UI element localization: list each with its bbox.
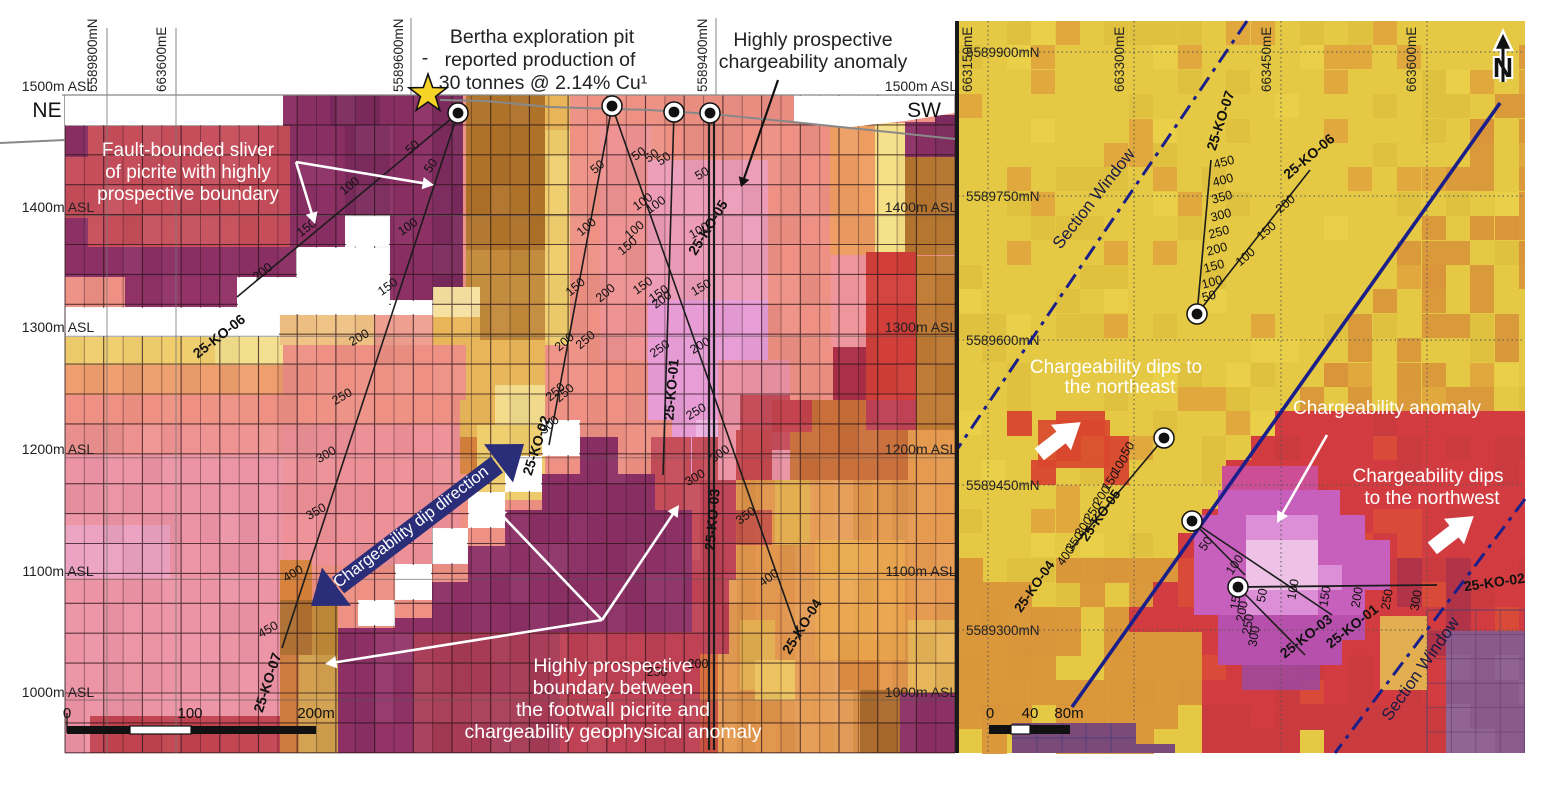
svg-text:Chargeability anomaly: Chargeability anomaly: [1293, 398, 1481, 419]
svg-text:200: 200: [1233, 600, 1250, 623]
svg-text:5589450mN: 5589450mN: [966, 478, 1040, 493]
svg-text:250: 250: [1207, 223, 1231, 242]
svg-text:450: 450: [1212, 153, 1236, 172]
svg-text:5589600mN: 5589600mN: [966, 333, 1040, 348]
svg-text:300: 300: [1245, 625, 1262, 648]
svg-text:663600mE: 663600mE: [154, 27, 169, 92]
svg-text:the northeast: the northeast: [1065, 377, 1177, 398]
svg-text:1100m ASL: 1100m ASL: [22, 563, 94, 579]
svg-text:Fault-bounded sliver: Fault-bounded sliver: [102, 140, 275, 161]
svg-text:NE: NE: [32, 99, 61, 122]
svg-text:5589800mN: 5589800mN: [85, 18, 100, 92]
svg-text:the footwall picrite and: the footwall picrite and: [516, 699, 710, 721]
svg-text:50: 50: [1196, 534, 1215, 553]
svg-text:150: 150: [1202, 257, 1226, 276]
svg-text:250: 250: [647, 665, 668, 679]
svg-text:5589900mN: 5589900mN: [966, 45, 1040, 60]
svg-text:663300mE: 663300mE: [1112, 27, 1127, 92]
svg-text:200: 200: [1348, 586, 1365, 609]
svg-text:250: 250: [1378, 588, 1395, 611]
svg-text:1100m ASL: 1100m ASL: [885, 563, 957, 579]
svg-text:Highly prospective: Highly prospective: [533, 655, 692, 677]
svg-text:50: 50: [421, 156, 440, 175]
svg-text:boundary between: boundary between: [533, 677, 693, 699]
svg-text:100: 100: [1284, 578, 1301, 601]
svg-text:50: 50: [654, 149, 673, 168]
svg-text:50: 50: [1118, 439, 1137, 458]
svg-text:reported production of: reported production of: [445, 49, 636, 71]
svg-text:Bertha exploration pit: Bertha exploration pit: [450, 26, 635, 48]
svg-text:300: 300: [1209, 206, 1233, 225]
svg-text:25-KO-01: 25-KO-01: [660, 358, 681, 421]
svg-text:1300m ASL: 1300m ASL: [885, 319, 958, 335]
svg-text:of picrite with highly: of picrite with highly: [105, 162, 271, 183]
svg-text:80m: 80m: [1054, 705, 1083, 722]
svg-text:50: 50: [642, 146, 661, 165]
svg-text:663450mE: 663450mE: [1259, 27, 1274, 92]
svg-text:Chargeability dips to: Chargeability dips to: [1030, 357, 1202, 378]
svg-text:to the northwest: to the northwest: [1364, 488, 1500, 509]
svg-text:Chargeability dips: Chargeability dips: [1352, 466, 1503, 487]
svg-text:chargeability geophysical anom: chargeability geophysical anomaly: [464, 721, 761, 743]
svg-text:5589600mN: 5589600mN: [391, 18, 406, 92]
svg-text:0: 0: [63, 705, 71, 722]
svg-text:1000m ASL: 1000m ASL: [22, 684, 95, 700]
svg-text:1200m ASL: 1200m ASL: [22, 441, 95, 457]
svg-text:0: 0: [986, 705, 994, 722]
svg-text:50: 50: [692, 164, 711, 183]
svg-text:chargeability anomaly: chargeability anomaly: [719, 51, 908, 73]
svg-text:5589400mN: 5589400mN: [695, 18, 710, 92]
svg-text:350: 350: [1210, 188, 1234, 207]
svg-text:1400m ASL: 1400m ASL: [885, 199, 958, 215]
svg-text:50: 50: [629, 144, 648, 163]
svg-text:1500m ASL: 1500m ASL: [885, 78, 958, 94]
svg-text:50: 50: [1200, 288, 1217, 305]
svg-text:Highly prospective: Highly prospective: [733, 29, 892, 51]
svg-text:-: -: [422, 47, 429, 69]
svg-text:25-KO-03: 25-KO-03: [701, 488, 722, 551]
svg-text:663600mE: 663600mE: [1404, 27, 1419, 92]
svg-text:1300m ASL: 1300m ASL: [22, 319, 95, 335]
svg-text:300: 300: [1407, 589, 1424, 612]
svg-text:1500m ASL: 1500m ASL: [22, 78, 95, 94]
svg-text:250: 250: [1239, 613, 1256, 636]
svg-text:200m: 200m: [297, 705, 335, 722]
svg-text:1000m ASL: 1000m ASL: [885, 684, 958, 700]
svg-text:1200m ASL: 1200m ASL: [885, 441, 958, 457]
svg-text:5589300mN: 5589300mN: [966, 623, 1040, 638]
svg-text:400: 400: [1211, 171, 1235, 190]
svg-text:5589750mN: 5589750mN: [966, 189, 1040, 204]
svg-text:prospective boundary: prospective boundary: [97, 184, 279, 205]
svg-text:50: 50: [1254, 587, 1270, 603]
svg-text:1400m ASL: 1400m ASL: [22, 199, 95, 215]
svg-text:663150mE: 663150mE: [960, 27, 975, 92]
svg-text:40: 40: [1022, 705, 1039, 722]
svg-text:150: 150: [1316, 585, 1333, 608]
svg-text:200: 200: [688, 657, 709, 671]
svg-text:SW: SW: [907, 99, 941, 122]
svg-text:100: 100: [177, 705, 202, 722]
svg-text:200: 200: [1205, 240, 1229, 259]
svg-text:100: 100: [1200, 273, 1224, 292]
svg-text:30 tonnes @ 2.14% Cu¹: 30 tonnes @ 2.14% Cu¹: [439, 72, 648, 94]
